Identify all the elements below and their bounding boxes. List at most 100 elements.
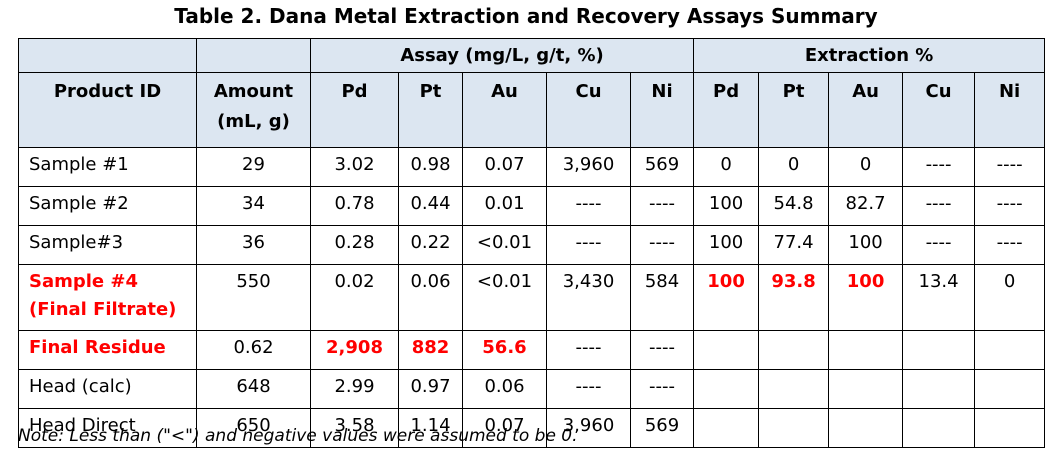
assay-cell: 0.06 [462,369,547,409]
amount-cell: 34 [196,186,311,226]
table-row: Sample #2 34 0.78 0.44 0.01 ---- ---- 100 54.8 82… [18,186,1046,226]
product-id: Head (calc) [29,376,132,397]
column-header: Product ID [18,72,197,148]
extraction-cell: ---- [974,186,1046,226]
assay-cell: 0.98 [398,147,463,187]
column-header: Ni [629,72,695,148]
assay-cell: 0.44 [398,186,463,226]
blank-cell [196,38,311,73]
assay-cell: 3.02 [310,147,399,187]
extraction-cell: 54.8 [758,186,830,226]
table-row: Sample #4 (Final Filtrate) 550 0.02 0.06 <0.0… [18,264,1046,331]
product-id: (Final Filtrate) [29,299,177,320]
table-row: Final Residue 0.62 2,908 882 56.6 ---- ---- [18,330,1046,370]
blank-cell [18,38,197,73]
table-body: Sample #1 29 3.02 0.98 0.07 3,960 569 0 0 0 ---- --… [18,147,1046,448]
empty-cell [974,408,1046,448]
assay-cell: ---- [629,369,695,409]
amount-cell: 29 [196,147,311,187]
assay-cell: 0.06 [398,264,463,331]
assay-cell: ---- [546,186,631,226]
assay-cell: 0.22 [398,225,463,265]
product-id-cell: Sample #2 [18,186,197,226]
table-row: Head (calc) 648 2.99 0.97 0.06 ---- ---- [18,369,1046,409]
product-id-cell: Final Residue [18,330,197,370]
group-header-row: Assay (mg/L, g/t, %) Extraction % [18,38,1046,73]
assay-cell: <0.01 [462,264,547,331]
extraction-cell: 13.4 [902,264,976,331]
assay-cell: 0.78 [310,186,399,226]
empty-cell [758,369,830,409]
assay-cell: ---- [546,225,631,265]
amount-cell: 36 [196,225,311,265]
empty-cell [693,369,760,409]
assay-cell: ---- [546,330,631,370]
extraction-cell: 0 [693,147,760,187]
product-id-cell: Sample #4 (Final Filtrate) [18,264,197,331]
assay-cell: 56.6 [462,330,547,370]
summary-table: Assay (mg/L, g/t, %) Extraction % Produc… [18,38,1046,448]
assay-cell: 1.14 [398,408,463,448]
extraction-cell: 100 [693,264,760,331]
extraction-cell: 93.8 [758,264,830,331]
empty-cell [758,330,830,370]
column-header: Cu [902,72,976,148]
extraction-cell: 0 [828,147,904,187]
table-row: Head Direct 650 3.58 1.14 0.07 3,960 569 [18,408,1046,448]
assay-cell: ---- [629,186,695,226]
product-id: Sample #4 [29,271,139,292]
assay-cell: 569 [629,408,695,448]
amount-cell: 0.62 [196,330,311,370]
extraction-cell: 100 [693,225,760,265]
assay-cell: 2,908 [310,330,399,370]
assay-cell: 584 [629,264,695,331]
column-header: Pd [693,72,760,148]
extraction-cell: 0 [758,147,830,187]
assay-cell: 3,960 [546,147,631,187]
assay-cell: 3,430 [546,264,631,331]
product-id: Head Direct [29,415,136,436]
assay-cell: <0.01 [462,225,547,265]
empty-cell [974,369,1046,409]
product-id-cell: Head (calc) [18,369,197,409]
assay-cell: 2.99 [310,369,399,409]
extraction-cell: ---- [902,225,976,265]
empty-cell [693,408,760,448]
group-header: Extraction % [693,38,1046,73]
product-id: Final Residue [29,337,166,358]
table-row: Sample #1 29 3.02 0.98 0.07 3,960 569 0 0 0 ---- --… [18,147,1046,187]
product-id: Sample #1 [29,154,129,175]
assay-cell: 0.07 [462,147,547,187]
product-id: Sample #2 [29,193,129,214]
column-header: Ni [974,72,1046,148]
column-header: Amount (mL, g) [196,72,311,148]
extraction-cell: 82.7 [828,186,904,226]
extraction-cell: ---- [974,147,1046,187]
empty-cell [828,408,904,448]
extraction-cell: 100 [828,225,904,265]
extraction-cell: ---- [902,147,976,187]
header-line: (mL, g) [217,111,290,132]
product-id-cell: Sample #1 [18,147,197,187]
extraction-cell: 100 [828,264,904,331]
extraction-cell: 0 [974,264,1046,331]
empty-cell [902,330,976,370]
assay-cell: 0.01 [462,186,547,226]
product-id-cell: Sample#3 [18,225,197,265]
amount-cell: 550 [196,264,311,331]
product-id: Sample#3 [29,232,124,253]
assay-cell: 569 [629,147,695,187]
empty-cell [902,369,976,409]
amount-cell: 650 [196,408,311,448]
extraction-cell: 100 [693,186,760,226]
extraction-cell: ---- [902,186,976,226]
table-title: Table 2. Dana Metal Extraction and Recov… [174,4,878,28]
group-header: Assay (mg/L, g/t, %) [309,38,695,73]
empty-cell [974,330,1046,370]
extraction-cell: ---- [974,225,1046,265]
empty-cell [758,408,830,448]
extraction-cell: 77.4 [758,225,830,265]
empty-cell [828,369,904,409]
column-header: Au [828,72,904,148]
